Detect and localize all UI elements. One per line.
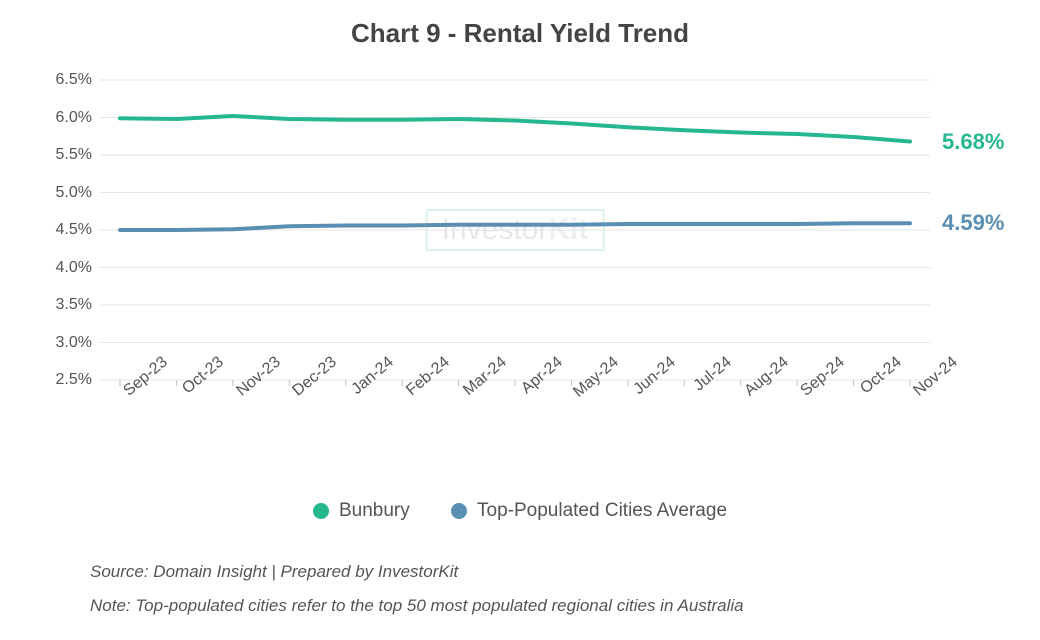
legend: Bunbury Top-Populated Cities Average [0,500,1040,525]
legend-item-bunbury: Bunbury [313,500,410,522]
y-tick-label: 5.0% [56,184,100,202]
chart-title: Chart 9 - Rental Yield Trend [0,0,1040,49]
legend-item-top-populated: Top-Populated Cities Average [451,500,727,522]
y-tick-label: 6.5% [56,71,100,89]
footnote-note: Note: Top-populated cities refer to the … [90,589,744,623]
footnote-source: Source: Domain Insight | Prepared by Inv… [90,555,744,589]
y-tick-label: 6.0% [56,109,100,127]
series-end-label: 5.68% [930,129,1004,155]
footnotes: Source: Domain Insight | Prepared by Inv… [90,555,744,623]
legend-swatch [313,503,329,519]
legend-label: Bunbury [339,500,410,522]
series-end-label: 4.59% [930,210,1004,236]
y-tick-label: 3.5% [56,296,100,314]
legend-swatch [451,503,467,519]
y-tick-label: 2.5% [56,371,100,389]
legend-label: Top-Populated Cities Average [477,500,727,522]
plot-area: InvestorKit 2.5%3.0%3.5%4.0%4.5%5.0%5.5%… [100,80,930,380]
chart-container: Chart 9 - Rental Yield Trend InvestorKit… [0,0,1040,640]
y-tick-label: 4.0% [56,259,100,277]
y-tick-label: 3.0% [56,334,100,352]
plot-svg [100,80,930,380]
y-tick-label: 5.5% [56,146,100,164]
y-tick-label: 4.5% [56,221,100,239]
